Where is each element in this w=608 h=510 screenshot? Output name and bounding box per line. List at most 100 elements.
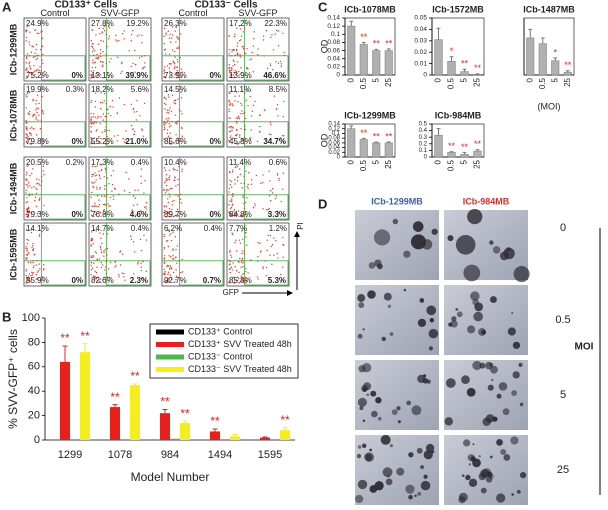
x-tick-label: 0	[346, 77, 355, 82]
event-dot	[273, 254, 275, 256]
event-dot	[117, 39, 120, 42]
event-dot	[171, 94, 174, 97]
event-dot	[27, 214, 30, 217]
cell-cluster	[362, 419, 366, 423]
x-tick-label: 0.5	[538, 77, 547, 89]
event-dot	[98, 199, 100, 201]
event-dot	[164, 209, 166, 212]
y-tick-label: 0	[34, 434, 40, 446]
event-dot	[171, 37, 173, 39]
event-dot	[27, 261, 30, 264]
event-dot	[96, 195, 99, 197]
event-dot	[176, 77, 178, 79]
event-dot	[268, 208, 270, 210]
event-dot	[169, 137, 171, 139]
x-axis-label: (MOI)	[538, 101, 561, 111]
event-dot	[258, 131, 261, 133]
cell-cluster	[496, 493, 506, 503]
event-dot	[95, 179, 97, 181]
plot-frame	[431, 123, 485, 158]
y-tick-label: 0.01	[414, 60, 427, 67]
event-dot	[25, 189, 27, 191]
significance: **	[461, 59, 469, 69]
event-dot	[171, 208, 173, 210]
event-dot	[26, 213, 29, 216]
event-dot	[32, 99, 34, 102]
flow-plot-frame	[23, 83, 87, 148]
event-dot	[228, 191, 230, 193]
event-dot	[31, 172, 33, 175]
event-dot	[90, 214, 93, 217]
event-dot	[181, 127, 183, 130]
event-dot	[232, 74, 234, 76]
chart-title: ICb-1078MB	[344, 4, 396, 14]
event-dot	[105, 53, 108, 55]
event-dot	[175, 66, 177, 68]
event-dot	[244, 279, 246, 282]
event-dot	[265, 209, 268, 211]
event-dot	[235, 49, 238, 52]
event-dot	[170, 143, 173, 145]
panel-label: B	[2, 309, 11, 324]
event-dot	[168, 193, 171, 195]
event-dot	[32, 98, 34, 100]
event-dot	[176, 36, 178, 38]
event-dot	[172, 254, 174, 257]
event-dot	[25, 213, 27, 216]
event-dot	[92, 54, 95, 57]
event-dot	[132, 240, 135, 243]
cell-cluster	[423, 474, 428, 479]
event-dot	[107, 25, 110, 28]
event-dot	[249, 59, 251, 61]
cell-cluster	[431, 228, 438, 235]
event-dot	[130, 40, 132, 42]
event-dot	[235, 91, 238, 93]
cell-cluster	[403, 288, 407, 292]
x-tick-label: 1299	[58, 449, 82, 461]
event-dot	[236, 122, 238, 124]
event-dot	[139, 238, 142, 241]
event-dot	[100, 92, 103, 94]
event-dot	[277, 62, 280, 64]
event-dot	[132, 128, 134, 131]
quadrant-value: 89.7%	[164, 210, 187, 219]
event-dot	[28, 207, 30, 209]
event-dot	[92, 29, 94, 31]
event-dot	[245, 99, 247, 101]
event-dot	[40, 70, 42, 72]
event-dot	[25, 268, 28, 271]
event-dot	[107, 76, 110, 79]
quadrant-value: 85.6%	[164, 137, 187, 146]
bar	[434, 39, 443, 76]
x-tick-label: 1078	[108, 449, 132, 461]
event-dot	[42, 62, 44, 65]
event-dot	[99, 211, 102, 214]
event-dot	[163, 188, 165, 191]
cell-cluster	[463, 439, 471, 447]
y-tick-label: 0.02	[414, 49, 427, 56]
event-dot	[102, 76, 104, 79]
cell-cluster	[357, 397, 367, 407]
event-dot	[123, 190, 126, 192]
event-dot	[99, 232, 101, 234]
event-dot	[257, 256, 259, 258]
y-tick-label: 0.1	[419, 148, 428, 154]
event-dot	[118, 193, 120, 195]
event-dot	[128, 191, 131, 194]
event-dot	[93, 62, 96, 64]
event-dot	[175, 25, 177, 28]
event-dot	[167, 271, 170, 274]
event-dot	[229, 125, 232, 128]
event-dot	[95, 121, 98, 123]
event-dot	[172, 249, 174, 252]
cell-cluster	[473, 311, 483, 322]
event-dot	[237, 42, 239, 44]
event-dot	[235, 120, 238, 123]
quadrant-value: 1.2%	[269, 224, 287, 233]
event-dot	[165, 240, 168, 242]
event-dot	[26, 211, 29, 214]
event-dot	[242, 47, 245, 50]
event-dot	[103, 276, 105, 278]
cell-cluster	[428, 328, 439, 339]
event-dot	[101, 32, 103, 34]
